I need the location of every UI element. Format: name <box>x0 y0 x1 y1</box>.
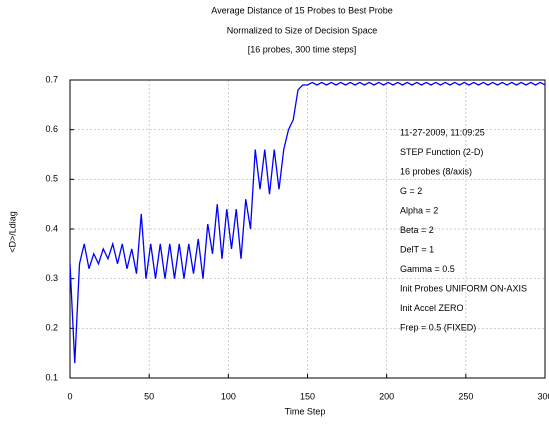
chart-title: Average Distance of 15 Probes to Best Pr… <box>211 5 392 15</box>
y-axis-label: <D>/Ldiag <box>7 211 17 253</box>
y-tick-label: 0.5 <box>45 174 58 184</box>
y-tick-label: 0.3 <box>45 273 58 283</box>
chart-subtitle: [16 probes, 300 time steps] <box>248 44 357 54</box>
annotation: Beta = 2 <box>400 225 434 235</box>
y-tick-label: 0.4 <box>45 223 58 233</box>
chart-subtitle: Normalized to Size of Decision Space <box>227 25 378 35</box>
y-tick-label: 0.7 <box>45 74 58 84</box>
y-tick-label: 0.6 <box>45 124 58 134</box>
data-line <box>69 81 546 364</box>
annotation: DelT = 1 <box>400 244 434 254</box>
x-tick-label: 50 <box>144 391 154 401</box>
annotation: Gamma = 0.5 <box>400 264 455 274</box>
annotation: Init Accel ZERO <box>400 303 464 313</box>
x-tick-label: 150 <box>300 391 315 401</box>
y-tick-label: 0.1 <box>45 372 58 382</box>
plot-frame <box>69 79 546 379</box>
x-tick-label: 300 <box>537 391 549 401</box>
annotation: STEP Function (2-D) <box>400 147 483 157</box>
annotation: Frep = 0.5 (FIXED) <box>400 322 476 332</box>
x-tick-label: 200 <box>379 391 394 401</box>
x-tick-label: 250 <box>458 391 473 401</box>
annotation: G = 2 <box>400 186 422 196</box>
x-tick-label: 100 <box>221 391 236 401</box>
y-tick-label: 0.2 <box>45 323 58 333</box>
annotation: Init Probes UNIFORM ON-AXIS <box>400 283 527 293</box>
annotation: Alpha = 2 <box>400 205 438 215</box>
annotation: 11-27-2009, 11:09:25 <box>400 127 485 137</box>
x-axis-label: Time Step <box>285 406 326 416</box>
x-tick-label: 0 <box>67 391 72 401</box>
annotation: 16 probes (8/axis) <box>400 166 472 176</box>
